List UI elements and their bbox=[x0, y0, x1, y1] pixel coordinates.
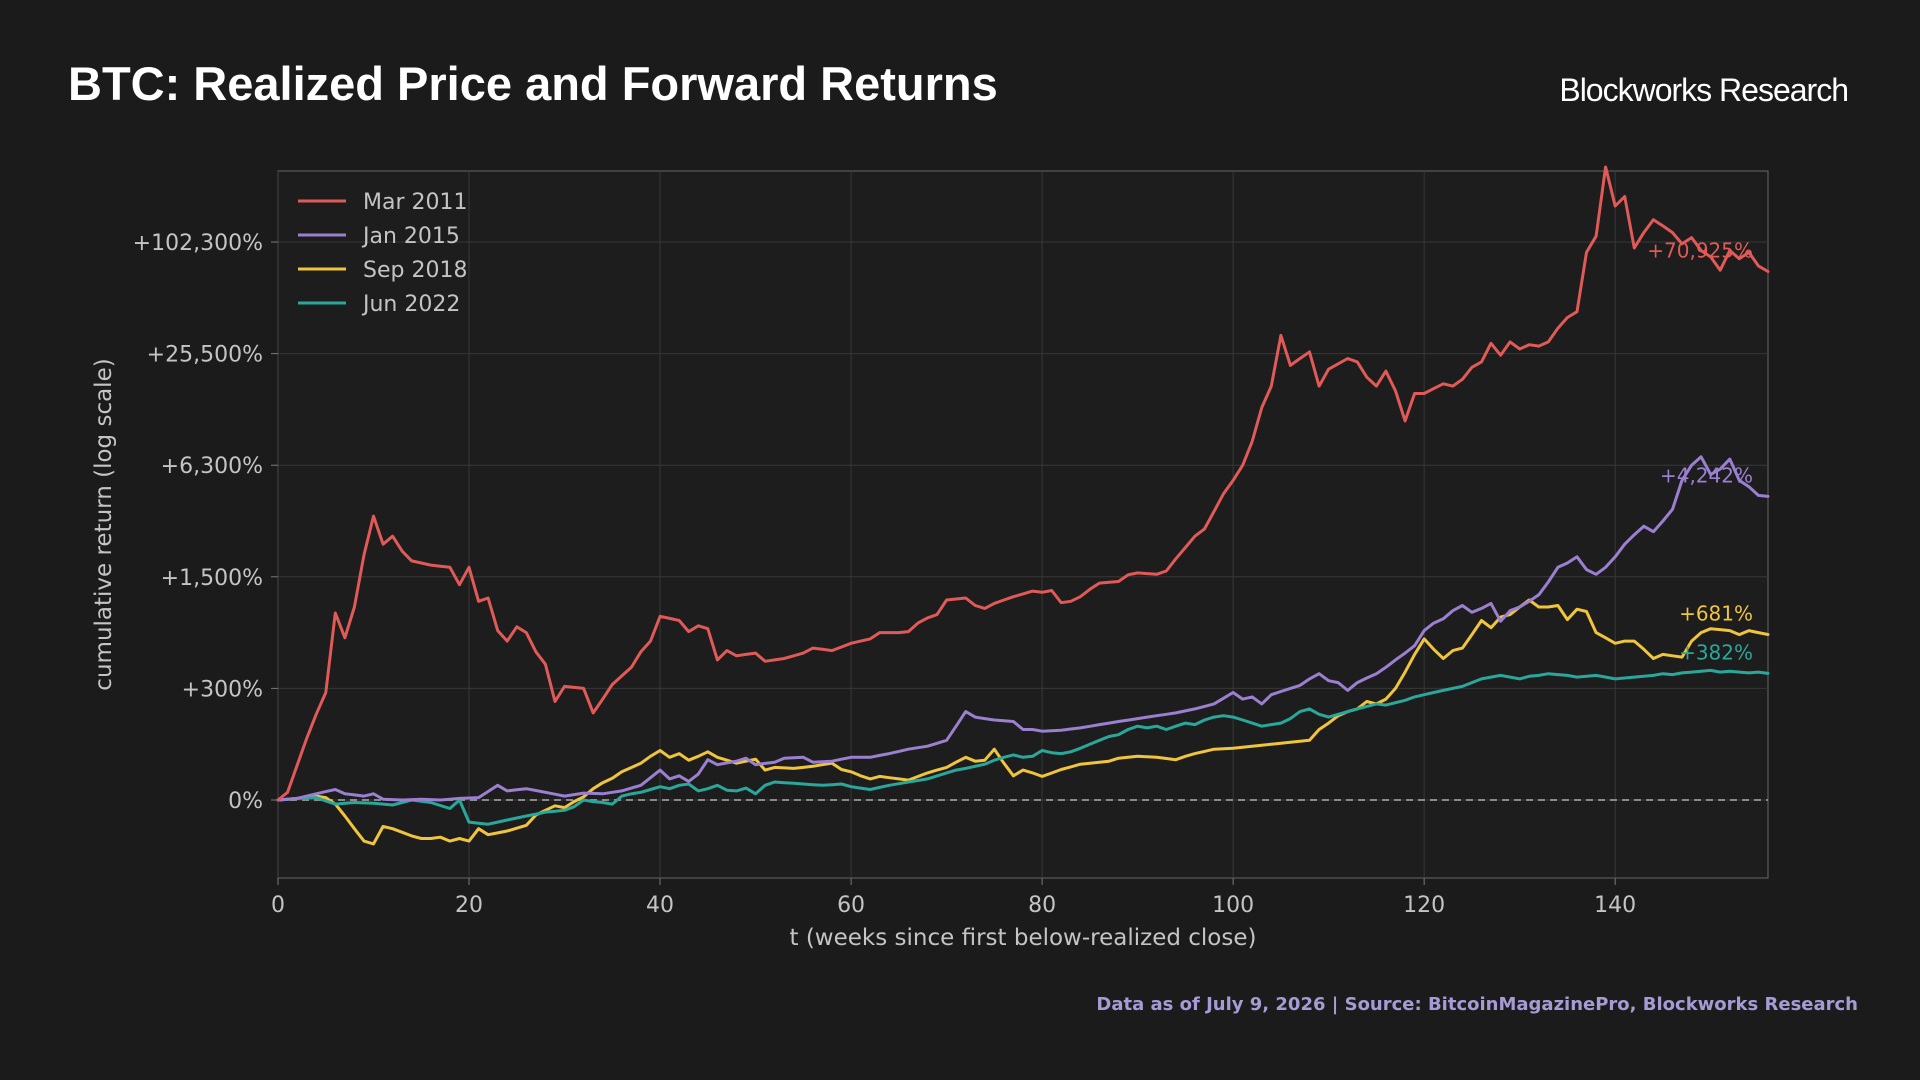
plot-area bbox=[277, 170, 1769, 879]
legend-label: Jan 2015 bbox=[361, 224, 460, 249]
legend-label: Sep 2018 bbox=[363, 258, 467, 283]
brand-logo: Blockworks Research bbox=[1559, 72, 1849, 108]
x-tick-label: 40 bbox=[646, 893, 674, 918]
series-line-mar-2011 bbox=[276, 165, 1770, 802]
x-tick-label: 120 bbox=[1403, 893, 1445, 918]
y-tick-label: +300% bbox=[182, 677, 263, 702]
x-tick-label: 80 bbox=[1028, 893, 1056, 918]
source-note: Data as of July 9, 2026 | Source: Bitcoi… bbox=[1096, 994, 1858, 1015]
x-tick-label: 20 bbox=[455, 893, 483, 918]
y-tick-label: +25,500% bbox=[147, 343, 263, 368]
series-line-jun-2022 bbox=[276, 668, 1770, 826]
end-value-label: +681% bbox=[1679, 602, 1753, 626]
x-tick-label: 0 bbox=[271, 893, 285, 918]
plot-frame bbox=[277, 170, 1769, 879]
x-tick-label: 100 bbox=[1212, 893, 1254, 918]
x-tick-label: 60 bbox=[837, 893, 865, 918]
x-axis-label: t (weeks since first below-realized clos… bbox=[790, 925, 1257, 951]
y-tick-label: 0% bbox=[228, 789, 263, 814]
x-tick-label: 140 bbox=[1594, 893, 1636, 918]
series-line-jan-2015 bbox=[276, 455, 1770, 802]
y-tick-label: +6,300% bbox=[161, 454, 263, 479]
legend-label: Mar 2011 bbox=[363, 190, 468, 215]
chart-title: BTC: Realized Price and Forward Returns bbox=[68, 57, 998, 110]
y-axis-label: cumulative return (log scale) bbox=[91, 358, 117, 690]
y-tick-label: +102,300% bbox=[133, 231, 263, 256]
axis-layer: 0 20 40 60 80 100 120 140 0% +300% +1,500% +6,300% +… bbox=[91, 231, 1636, 951]
end-labels: +70,925% +4,242% +681% +382% bbox=[1647, 238, 1753, 664]
end-value-label: +4,242% bbox=[1660, 463, 1753, 487]
legend-label: Jun 2022 bbox=[361, 292, 460, 317]
legend: Mar 2011 Jan 2015 Sep 2018 Jun 2022 bbox=[298, 190, 468, 317]
grid-layer bbox=[277, 171, 1768, 878]
end-value-label: +382% bbox=[1679, 640, 1753, 664]
y-tick-label: +1,500% bbox=[161, 566, 263, 591]
series-layer bbox=[276, 165, 1770, 846]
end-value-label: +70,925% bbox=[1647, 238, 1753, 262]
